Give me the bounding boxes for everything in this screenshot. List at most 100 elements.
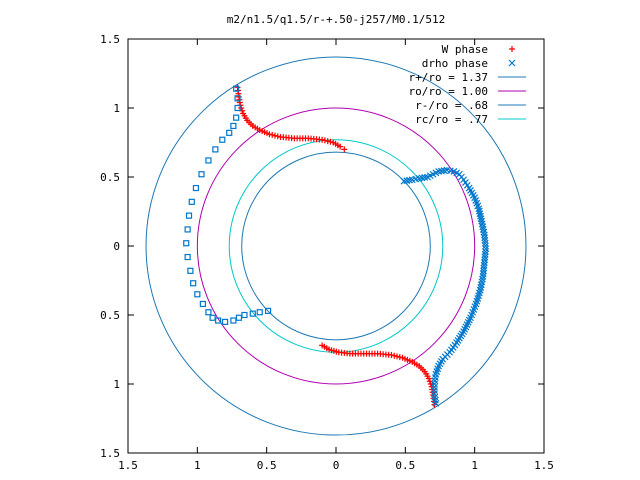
series-2-point-17 bbox=[190, 280, 197, 287]
series-2-point-9 bbox=[198, 171, 205, 178]
series-2-point-27 bbox=[249, 310, 256, 317]
series-2-point-1 bbox=[234, 95, 241, 102]
series-1-point-14-fill-1 bbox=[481, 234, 489, 242]
series-1-point-29 bbox=[432, 399, 440, 407]
series-1-point-15-fill-1 bbox=[482, 248, 489, 255]
series-0-point-11-fill-3 bbox=[327, 138, 334, 145]
series-2-point-23 bbox=[221, 318, 229, 325]
series-2-point-10 bbox=[192, 184, 200, 192]
series-0 bbox=[234, 84, 438, 408]
series-0-point-21-fill-1 bbox=[391, 352, 398, 359]
series-1-point-12-fill-1 bbox=[475, 207, 483, 215]
series-2-point-4 bbox=[230, 122, 237, 130]
series-1-point-15-fill-2 bbox=[481, 250, 489, 258]
x-tick-label-1: 1 bbox=[194, 459, 201, 472]
series-1-point-12-fill-2 bbox=[476, 210, 484, 218]
series-2-point-18 bbox=[194, 291, 201, 298]
series-2-point-11 bbox=[188, 198, 195, 205]
series-2-point-25 bbox=[235, 314, 243, 321]
x-tick-label-6: 1.5 bbox=[534, 459, 554, 472]
series-0-point-13 bbox=[337, 143, 344, 150]
chart-title: m2/n1.5/q1.5/r-+.50-j257/M0.1/512 bbox=[227, 13, 446, 26]
axis-ticks: 1.5 1 0.5 0 0.5 1 1.51.510.500.511.5 bbox=[100, 33, 554, 472]
data-series bbox=[183, 84, 490, 408]
series-0-point-21-fill-2 bbox=[394, 353, 401, 360]
series-1-point-16-fill-1 bbox=[480, 261, 488, 269]
series-2-point-5 bbox=[226, 129, 233, 136]
series-2-point-19 bbox=[199, 300, 206, 308]
series-2-point-7 bbox=[212, 146, 219, 153]
series-2-point-8 bbox=[205, 157, 212, 164]
series-0-point-2-fill-1 bbox=[238, 105, 245, 111]
series-0-point-11 bbox=[319, 136, 326, 143]
series-1-point-15-fill-3 bbox=[481, 253, 489, 261]
x-tick-label-4: 0.5 bbox=[395, 459, 415, 472]
series-1-point-16-fill-2 bbox=[480, 264, 488, 272]
legend-marker-0 bbox=[509, 46, 515, 52]
series-1-point-12-fill-3 bbox=[477, 212, 484, 220]
series-2-point-0 bbox=[233, 85, 240, 92]
series-2-point-26 bbox=[241, 311, 248, 319]
legend-label-3: ro/ro = 1.00 bbox=[409, 85, 488, 98]
series-2-point-29 bbox=[264, 307, 272, 314]
series-2-point-6 bbox=[219, 136, 226, 143]
series-2-point-28 bbox=[256, 309, 263, 316]
series-0-point-21 bbox=[388, 352, 395, 359]
series-1-point-12-fill-4 bbox=[477, 215, 485, 223]
series-2-point-20 bbox=[205, 309, 212, 316]
series-2-point-14 bbox=[183, 240, 190, 247]
legend-label-5: rc/ro = .77 bbox=[415, 113, 488, 126]
legend-label-4: r-/ro = .68 bbox=[415, 99, 488, 112]
y-tick-label-4: 0.5 bbox=[100, 171, 120, 184]
circle-0 bbox=[145, 56, 527, 436]
series-2-point-3 bbox=[233, 114, 240, 121]
legend-label-1: drho phase bbox=[422, 57, 488, 70]
series-1-point-16-fill-4 bbox=[479, 270, 487, 278]
x-tick-label-2: 0.5 bbox=[257, 459, 277, 472]
legend-marker-1 bbox=[508, 59, 516, 67]
series-1-point-12 bbox=[475, 205, 483, 213]
series-0-point-7-fill-1 bbox=[269, 131, 276, 138]
series-0-point-14 bbox=[341, 146, 348, 153]
y-tick-label-6: 1.5 bbox=[100, 33, 120, 46]
series-2-point-16 bbox=[187, 267, 194, 274]
series-0-point-7 bbox=[266, 131, 273, 138]
series-1-point-14-fill-3 bbox=[481, 239, 489, 247]
series-1-point-14 bbox=[480, 231, 488, 239]
series-0-point-26-fill-2 bbox=[427, 381, 434, 387]
series-1-point-15 bbox=[482, 245, 490, 253]
series-1-point-14-fill-2 bbox=[481, 237, 489, 244]
series-1 bbox=[400, 166, 490, 407]
y-tick-label-2: 0.5 bbox=[100, 309, 120, 322]
series-0-point-21-fill-3 bbox=[396, 354, 403, 361]
series-0-point-7-fill-2 bbox=[271, 132, 278, 139]
series-2-point-22 bbox=[215, 317, 222, 324]
y-tick-label-1: 1 bbox=[113, 378, 120, 391]
series-1-point-16-fill-3 bbox=[480, 267, 487, 275]
y-tick-label-0: 1.5 bbox=[100, 447, 120, 460]
series-0-point-7-fill-3 bbox=[274, 133, 281, 140]
x-tick-label-3: 0 bbox=[333, 459, 340, 472]
y-tick-label-5: 1 bbox=[113, 102, 120, 115]
series-1-point-14-fill-4 bbox=[482, 242, 489, 250]
series-1-point-15-fill-4 bbox=[481, 256, 489, 264]
circle-3 bbox=[228, 139, 444, 353]
series-0-point-11-fill-1 bbox=[321, 137, 328, 144]
legend-label-2: r+/ro = 1.37 bbox=[409, 71, 488, 84]
x-tick-label-5: 1 bbox=[471, 459, 478, 472]
series-2-point-12 bbox=[185, 212, 193, 219]
circle-1 bbox=[196, 107, 476, 385]
circle-2 bbox=[241, 151, 431, 341]
series-1-point-16 bbox=[480, 259, 488, 266]
y-tick-label-3: 0 bbox=[113, 240, 120, 253]
series-0-point-11-fill-2 bbox=[324, 138, 331, 145]
series-2-point-2 bbox=[234, 104, 241, 112]
series-2-point-15 bbox=[184, 253, 191, 261]
series-2-point-24 bbox=[230, 317, 237, 324]
series-2-point-13 bbox=[184, 226, 191, 233]
legend-label-0: W phase bbox=[442, 43, 488, 56]
x-tick-label-0: 1.5 bbox=[118, 459, 138, 472]
series-2-point-21 bbox=[209, 314, 216, 321]
